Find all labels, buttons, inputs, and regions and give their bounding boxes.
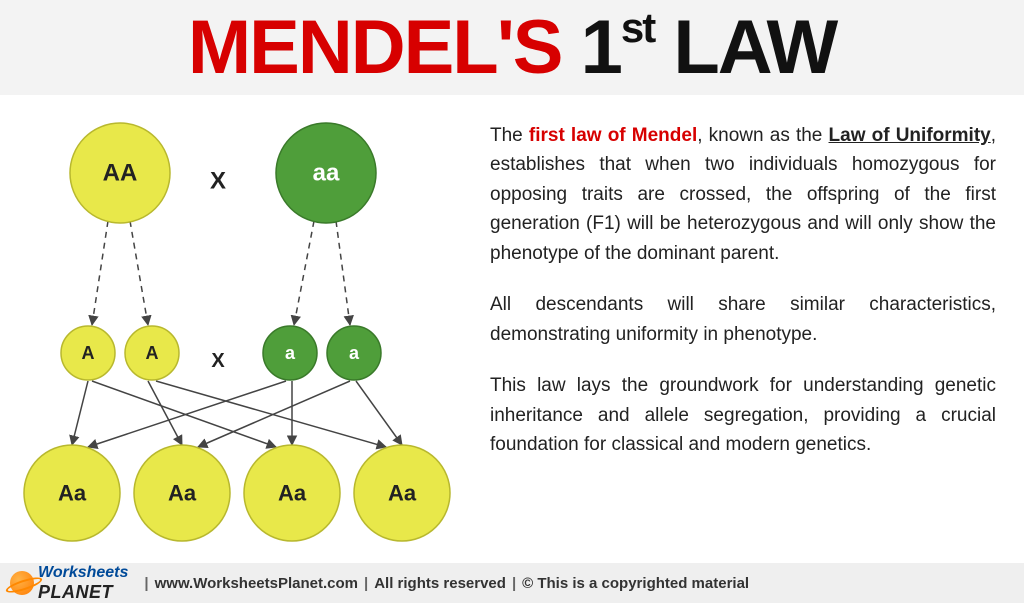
p1-text-b: , known as the [697,125,828,146]
footer-bar: Worksheets PLANET | www.WorksheetsPlanet… [0,563,1024,603]
genotype-label: Aa [278,481,307,506]
genotype-label: Aa [388,481,417,506]
p1-highlight: first law of Mendel [529,125,697,146]
gamete-arrow [336,221,350,325]
title-black: 1st LAW [581,5,837,90]
genotype-label: aa [313,160,340,187]
cross-arrow [156,381,386,447]
title-red: MENDEL'S [188,5,581,90]
separator: | [364,575,368,592]
gamete-arrow [294,221,314,325]
logo-text: Worksheets PLANET [38,564,128,603]
p1-text-a: The [490,125,529,146]
diagram-panel: AAaaAAaaAaAaAaAaXX [0,95,480,563]
title-ordinal: st [621,4,654,51]
paragraph-2: All descendants will share similar chara… [490,290,996,349]
separator: | [144,575,148,592]
content-row: AAaaAAaaAaAaAaAaXX The first law of Mend… [0,95,1024,563]
cross-symbol: X [210,168,226,195]
genotype-label: a [349,343,360,363]
cross-symbol: X [211,350,225,372]
cross-arrow [198,381,350,447]
header-bar: MENDEL'S 1st LAW [0,0,1024,95]
text-panel: The first law of Mendel, known as the La… [480,95,1024,563]
genetic-cross-diagram: AAaaAAaaAaAaAaAaXX [10,113,470,543]
genotype-label: a [285,343,296,363]
footer-site: www.WorksheetsPlanet.com [155,575,358,592]
footer-copyright: © This is a copyrighted material [522,575,749,592]
footer-rights: All rights reserved [374,575,506,592]
gamete-arrow [130,221,148,325]
p1-underline: Law of Uniformity [829,125,991,146]
logo-top: Worksheets [38,564,128,582]
genotype-label: Aa [168,481,197,506]
title-number: 1 [581,5,621,90]
paragraph-1: The first law of Mendel, known as the La… [490,121,996,268]
genotype-label: A [82,343,95,363]
separator: | [512,575,516,592]
gamete-arrow [92,221,108,325]
title-law: LAW [654,5,836,90]
cross-arrow [72,381,88,445]
genotype-label: AA [103,160,138,187]
cross-arrow [148,381,182,445]
paragraph-3: This law lays the groundwork for underst… [490,371,996,459]
page-title: MENDEL'S 1st LAW [188,10,836,86]
logo: Worksheets PLANET [10,564,128,603]
logo-bottom: PLANET [38,582,128,603]
cross-arrow [356,381,402,445]
genotype-label: Aa [58,481,87,506]
genotype-label: A [146,343,159,363]
planet-icon [10,571,34,595]
